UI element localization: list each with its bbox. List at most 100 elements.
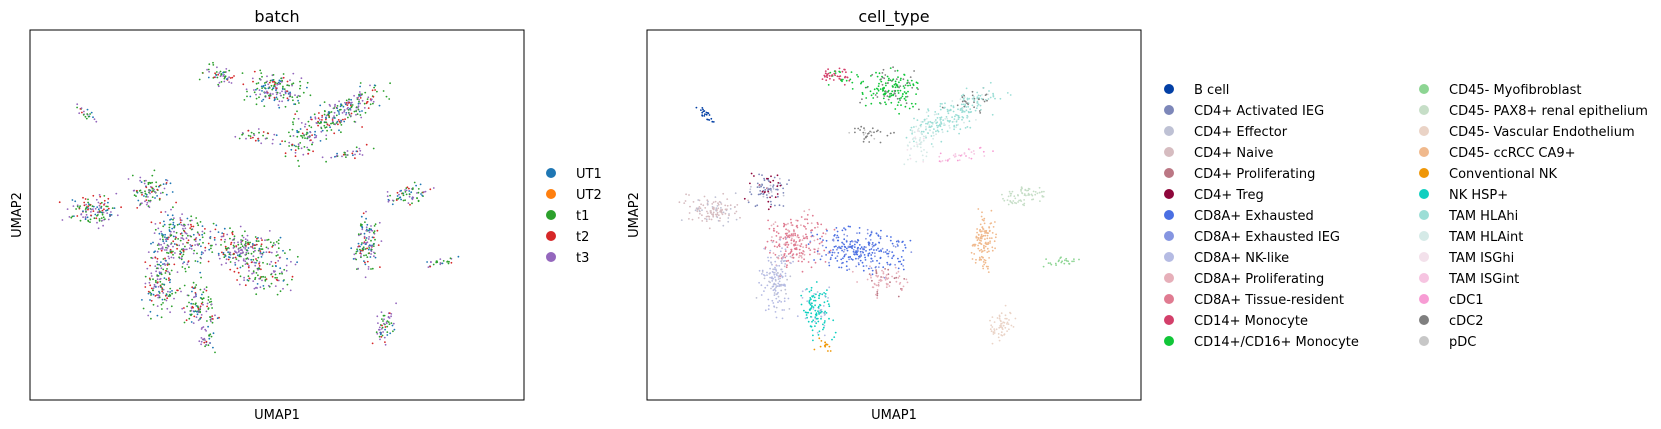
scatter-point xyxy=(233,75,235,77)
scatter-point xyxy=(801,260,803,263)
scatter-point xyxy=(107,197,110,200)
scatter-point xyxy=(856,251,858,254)
scatter-point xyxy=(854,131,856,134)
scatter-point xyxy=(886,235,888,238)
scatter-point xyxy=(769,249,772,252)
scatter-point xyxy=(174,252,176,254)
scatter-point xyxy=(252,80,254,83)
scatter-point xyxy=(763,274,766,277)
scatter-point xyxy=(200,340,203,343)
scatter-point xyxy=(292,72,295,75)
scatter-point xyxy=(245,258,248,260)
scatter-point xyxy=(317,121,320,124)
scatter-point xyxy=(72,205,75,208)
scatter-point xyxy=(1004,314,1007,317)
scatter-point xyxy=(824,310,826,313)
scatter-point xyxy=(766,196,769,199)
scatter-point xyxy=(457,255,460,258)
scatter-point xyxy=(705,111,708,114)
scatter-point xyxy=(347,116,349,119)
scatter-point xyxy=(222,235,224,238)
scatter-point xyxy=(289,95,292,98)
scatter-point xyxy=(423,191,425,193)
scatter-point xyxy=(398,196,401,199)
scatter-point xyxy=(764,309,767,312)
scatter-point xyxy=(902,85,905,87)
scatter-point xyxy=(945,116,948,118)
scatter-point xyxy=(378,335,381,338)
scatter-point xyxy=(814,261,817,264)
scatter-point xyxy=(345,99,348,102)
scatter-point xyxy=(1004,304,1007,307)
scatter-point xyxy=(1063,262,1066,265)
legend-label: t2 xyxy=(576,230,589,245)
scatter-point xyxy=(808,208,811,211)
scatter-point xyxy=(895,276,898,279)
scatter-point xyxy=(333,132,336,135)
scatter-point xyxy=(270,84,273,87)
scatter-point xyxy=(260,72,263,74)
scatter-point xyxy=(881,72,884,74)
scatter-point xyxy=(905,136,908,139)
scatter-point xyxy=(358,110,361,113)
scatter-point xyxy=(1002,197,1004,200)
scatter-point xyxy=(152,241,154,244)
scatter-point xyxy=(873,131,875,134)
scatter-point xyxy=(933,113,936,116)
scatter-point xyxy=(767,219,769,222)
scatter-point xyxy=(165,269,167,272)
scatter-point xyxy=(774,311,777,313)
scatter-point xyxy=(283,88,286,90)
scatter-point xyxy=(861,93,864,95)
scatter-point xyxy=(781,270,784,273)
scatter-point xyxy=(959,98,962,101)
scatter-point xyxy=(829,350,832,352)
scatter-point xyxy=(257,268,259,271)
scatter-point xyxy=(772,229,775,232)
scatter-point xyxy=(708,215,711,218)
scatter-point xyxy=(332,121,334,124)
scatter-point xyxy=(398,193,400,196)
scatter-point xyxy=(812,308,815,310)
scatter-point xyxy=(947,159,949,161)
scatter-point xyxy=(377,244,380,247)
scatter-point xyxy=(259,250,262,253)
scatter-point xyxy=(381,334,384,337)
legend-label: B cell xyxy=(1194,83,1229,98)
scatter-point xyxy=(202,326,205,328)
scatter-point xyxy=(1071,260,1073,263)
scatter-point xyxy=(768,280,770,283)
scatter-point xyxy=(901,95,904,98)
scatter-point xyxy=(946,119,949,122)
scatter-point xyxy=(99,202,102,205)
scatter-point xyxy=(210,303,213,306)
scatter-point xyxy=(277,104,280,106)
scatter-point xyxy=(85,207,87,210)
scatter-point xyxy=(306,131,308,134)
scatter-point xyxy=(241,133,244,136)
scatter-point xyxy=(372,102,374,105)
scatter-point xyxy=(145,179,147,182)
scatter-point xyxy=(958,132,960,135)
scatter-point xyxy=(980,97,983,100)
scatter-point xyxy=(254,236,257,238)
scatter-point xyxy=(702,204,705,207)
scatter-point xyxy=(293,117,295,120)
scatter-point xyxy=(989,319,991,322)
scatter-point xyxy=(887,283,889,285)
scatter-point xyxy=(308,124,311,127)
scatter-point xyxy=(823,249,826,252)
scatter-point xyxy=(750,185,752,188)
scatter-point xyxy=(822,328,824,331)
scatter-point xyxy=(883,95,886,97)
scatter-point xyxy=(935,130,937,133)
scatter-point xyxy=(710,218,713,221)
scatter-point xyxy=(892,94,895,97)
legend-marker xyxy=(1419,294,1429,304)
scatter-point xyxy=(357,108,360,111)
scatter-point xyxy=(747,199,749,202)
scatter-point xyxy=(232,244,235,247)
scatter-point xyxy=(116,214,119,217)
scatter-point xyxy=(881,75,883,78)
scatter-point xyxy=(352,154,354,157)
